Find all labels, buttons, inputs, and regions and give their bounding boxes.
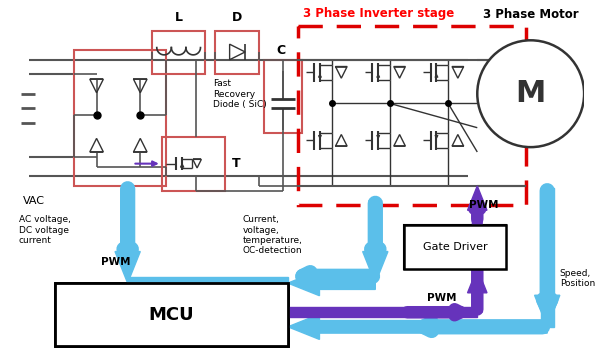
FancyArrow shape: [362, 201, 388, 283]
Text: Speed,
Position: Speed, Position: [560, 269, 595, 288]
FancyArrow shape: [467, 186, 487, 225]
Text: D: D: [232, 11, 242, 24]
FancyArrow shape: [288, 307, 477, 317]
Text: L: L: [175, 11, 183, 24]
Bar: [161, 138, 225, 191]
Text: Gate Driver: Gate Driver: [422, 242, 487, 252]
FancyArrow shape: [467, 269, 487, 312]
Text: Gate Driver: Gate Driver: [422, 242, 487, 252]
Text: Current,
voltage,
temperature,
OC-detection: Current, voltage, temperature, OC-detect…: [242, 215, 302, 255]
Text: T: T: [232, 157, 240, 170]
Text: PWM: PWM: [101, 257, 131, 266]
Bar: [215, 31, 259, 74]
Circle shape: [477, 40, 584, 147]
Text: Fast
Recovery
Diode ( SiC): Fast Recovery Diode ( SiC): [213, 79, 267, 109]
Bar: [74, 50, 166, 186]
FancyArrow shape: [288, 270, 376, 296]
Bar: [404, 225, 506, 269]
FancyArrow shape: [115, 201, 140, 283]
Text: MCU: MCU: [149, 306, 194, 324]
Text: 3 Phase Inverter stage: 3 Phase Inverter stage: [302, 7, 454, 20]
Bar: [55, 283, 288, 346]
FancyArrow shape: [541, 188, 554, 327]
Text: 3 Phase Motor: 3 Phase Motor: [483, 8, 578, 21]
Text: PWM: PWM: [427, 293, 456, 304]
Text: PWM: PWM: [469, 200, 499, 210]
Text: VAC: VAC: [23, 196, 45, 206]
FancyArrow shape: [128, 277, 288, 290]
Bar: [404, 225, 506, 269]
Text: M: M: [515, 79, 546, 108]
Bar: [152, 31, 205, 74]
Text: AC voltage,
DC voltage
current: AC voltage, DC voltage current: [19, 215, 71, 245]
FancyArrow shape: [288, 314, 547, 339]
Bar: [55, 283, 288, 346]
Text: C: C: [277, 44, 286, 57]
Bar: [263, 60, 302, 132]
Bar: [298, 26, 526, 205]
FancyArrow shape: [535, 295, 560, 327]
Text: MCU: MCU: [149, 306, 194, 324]
